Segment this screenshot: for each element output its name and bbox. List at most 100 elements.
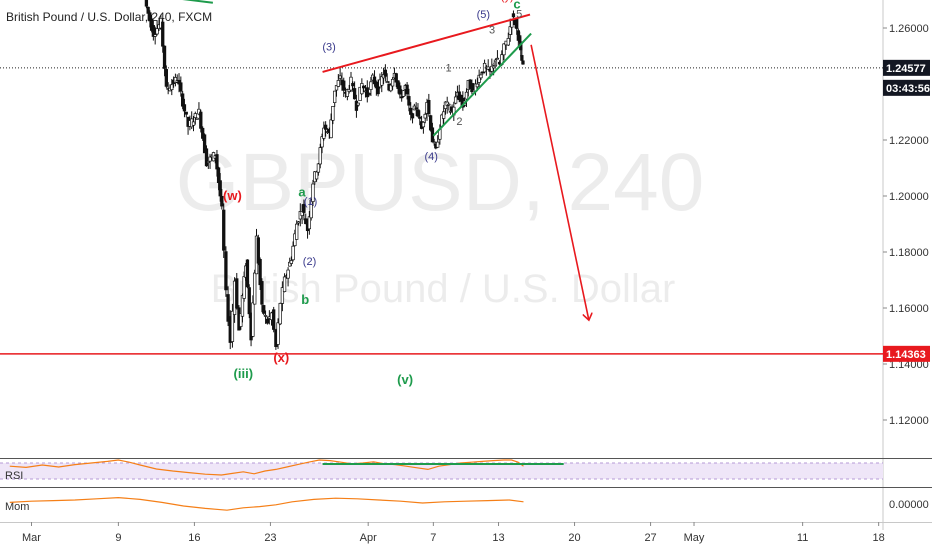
candle-body [475,83,479,88]
price-tag-box [883,345,930,362]
wave-label: (w) [223,188,242,203]
y-tick-label: 1.16000 [889,303,929,315]
candle-body [506,38,510,46]
candle-body [351,83,355,87]
candle-body [423,113,427,119]
wave-label: 3 [489,25,495,37]
candle-body [318,147,322,165]
candle-body [173,77,178,83]
candle-body [153,34,157,37]
candle-body [235,278,239,309]
candle-body [300,211,304,216]
candle-body [508,26,512,35]
candle-body [222,209,226,251]
candle-body [247,287,251,315]
x-tick-label: 7 [430,532,436,544]
rsi-label: RSI [5,470,23,482]
x-tick-label: 18 [873,532,885,544]
candle-body [220,195,224,207]
candle-body [502,43,506,56]
wave-label: (5) [477,9,490,21]
candle-body [347,88,351,92]
candle-body [383,69,388,77]
wave-label: 4 [491,60,497,72]
candle-body [390,78,395,87]
candle-body [164,69,169,87]
candle-body [495,57,500,60]
candle-body [521,60,525,65]
candle-body [177,79,181,85]
candle-body [428,115,433,131]
candle-body [338,75,342,79]
wave-label: (2) [303,256,316,268]
candle-body [242,276,246,299]
price-tag-label: 1.24577 [886,63,926,75]
wave-label: 2 [456,116,462,128]
price-tag-label: 03:43:56 [886,83,930,95]
x-tick-label: Mar [22,532,41,544]
candle-body [405,84,409,95]
candle-body [182,104,187,112]
candle-body [380,76,384,86]
x-tick-label: 11 [797,532,808,544]
candle-body [208,156,212,162]
candle-body [215,154,219,170]
momentum-series [9,496,524,511]
candle-body [197,108,201,115]
candle-body [260,281,264,305]
candle-body [334,85,339,91]
candle-body [316,163,321,173]
wave-label: 5 [516,9,522,21]
y-tick-label: 1.18000 [889,247,929,259]
candle-body [201,127,205,139]
candle-body [199,111,203,129]
mom-label: Mom [5,501,29,513]
momentum-line [9,496,524,511]
rsi-series [9,459,564,476]
y-tick-label: 1.20000 [889,191,929,203]
candle-body [320,136,324,148]
wave-label: (iii) [234,366,254,381]
candle-body [447,103,451,106]
candle-body [354,100,359,111]
candle-body [342,80,346,91]
candle-body [481,71,485,74]
x-tick-label: 16 [188,532,200,544]
candle-body [162,45,167,69]
candle-body [265,318,270,324]
candle-body [479,74,483,79]
candle-body [453,96,458,104]
candle-body [356,102,360,106]
mom-tick-label: 0.00000 [889,499,929,511]
candle-body [276,322,280,345]
candle-body [202,134,207,154]
x-tick-label: 20 [568,532,580,544]
candle-body [409,107,413,115]
candle-body [464,91,469,100]
candle-body [280,287,285,304]
candle-body [272,309,276,330]
candle-body [218,180,222,197]
trendline [432,32,532,137]
candle-body [360,83,364,95]
candle-body [256,237,260,264]
candle-body [477,74,481,83]
candle-body [432,141,436,144]
wave-label: (4) [424,151,437,163]
candle-body [396,80,400,89]
wave-label: 1 [445,62,451,74]
candle-body [400,96,404,99]
x-tick-label: Apr [360,532,377,544]
candle-body [376,81,380,95]
x-tick-label: 27 [644,532,656,544]
candle-body [323,124,328,130]
candle-body [510,20,514,28]
candle-body [362,85,366,89]
candle-body [191,121,196,126]
candle-body [394,73,398,83]
candle-body [333,90,337,103]
wave-labels: (w) a(1) (2) b (x) (iii) (v) (3) (4) 1 2 3 4 (5) 5c(y) [223,0,522,387]
watermark-symbol: GBPUSD, 240 [176,137,705,228]
wave-label: (v) [397,372,413,387]
